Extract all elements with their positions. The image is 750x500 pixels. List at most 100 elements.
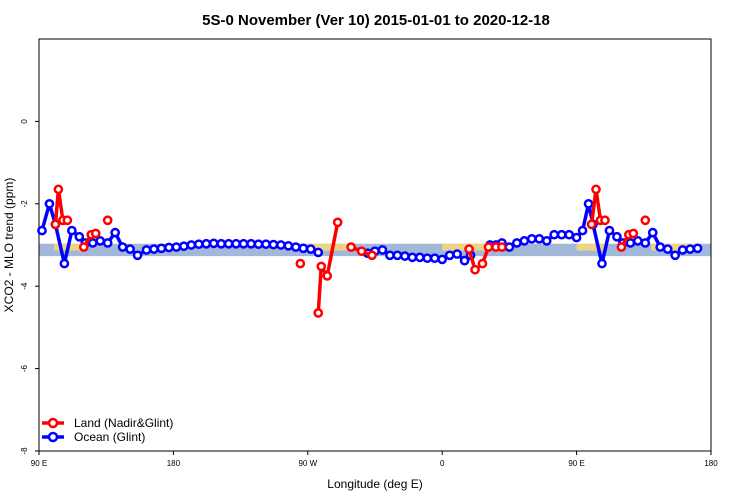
ocean-point: [377, 245, 388, 255]
legend: Land (Nadir&Glint) Ocean (Glint): [42, 416, 173, 444]
land-point: [367, 250, 377, 261]
ocean-point: [597, 258, 607, 269]
y-tick-label: -4: [20, 282, 29, 290]
ocean-point: [223, 238, 234, 249]
y-tick-label: 0: [20, 119, 29, 124]
legend-item-land: Land (Nadir&Glint): [42, 416, 173, 430]
land-point: [346, 242, 356, 252]
land-point: [640, 215, 651, 226]
y-tick-label: -2: [20, 200, 29, 208]
ocean-point: [556, 229, 567, 240]
ocean-point: [117, 242, 128, 252]
x-tick-label: 180: [704, 459, 718, 468]
ocean-point: [276, 240, 286, 250]
ocean-point: [102, 238, 113, 248]
ocean-point: [685, 244, 695, 254]
land-band-segment: [651, 243, 697, 251]
ocean-point: [156, 243, 167, 254]
ocean-point: [583, 198, 594, 209]
ocean-point: [604, 225, 615, 236]
land-point: [497, 242, 507, 252]
ocean-point: [662, 244, 673, 254]
ocean-point: [253, 239, 264, 250]
legend-ocean-marker: [47, 431, 59, 443]
land-band-segment: [576, 243, 607, 251]
ocean-point: [193, 239, 204, 250]
ocean-point: [44, 198, 55, 209]
ocean-point: [541, 236, 552, 246]
ocean-point: [670, 250, 681, 261]
ocean-point: [216, 238, 227, 249]
ocean-point: [422, 253, 433, 264]
legend-land-marker: [47, 417, 59, 429]
ocean-point: [647, 227, 658, 238]
x-tick-label: 90 W: [298, 459, 317, 468]
land-point: [78, 242, 89, 252]
land-point: [477, 258, 488, 269]
ocean-point: [655, 242, 666, 252]
ocean-point: [519, 236, 530, 246]
land-point: [295, 258, 306, 269]
land-series-line: [316, 222, 340, 314]
y-tick-label: -8: [20, 447, 29, 455]
land-point: [600, 215, 610, 226]
ocean-point: [132, 250, 143, 261]
land-point: [483, 242, 494, 252]
land-point: [313, 308, 324, 318]
ocean-point: [407, 252, 418, 263]
x-tick-label: 90 E: [568, 459, 584, 468]
ocean-point: [444, 250, 455, 261]
x-axis-label: Longitude (deg E): [327, 477, 422, 491]
land-point: [464, 244, 474, 254]
land-point: [53, 184, 64, 195]
ocean-point: [452, 249, 462, 259]
ocean-point: [504, 242, 515, 252]
land-point: [470, 264, 480, 275]
ocean-point: [37, 225, 47, 236]
ocean-point: [612, 231, 622, 242]
land-point: [628, 228, 639, 239]
land-point: [316, 261, 327, 272]
ocean-point: [577, 225, 588, 236]
ocean-point: [246, 238, 256, 249]
land-point: [102, 215, 113, 226]
ocean-point: [392, 250, 403, 261]
x-tick-label: 90 E: [31, 459, 47, 468]
ocean-point: [298, 243, 309, 254]
ocean-point: [186, 240, 197, 250]
ocean-point: [512, 238, 522, 248]
ocean-point: [692, 243, 703, 254]
ocean-point: [74, 231, 85, 242]
ocean-point: [201, 238, 212, 249]
x-tick-label: 0: [440, 459, 445, 468]
land-point: [62, 215, 73, 226]
land-point: [50, 219, 61, 230]
ocean-point: [549, 229, 560, 240]
legend-ocean-label: Ocean (Glint): [74, 430, 145, 444]
plot-frame: [38, 38, 712, 452]
chart-title: 5S-0 November (Ver 10) 2015-01-01 to 202…: [202, 12, 550, 29]
land-point: [90, 228, 101, 239]
ocean-point: [625, 238, 636, 248]
land-point: [322, 271, 333, 281]
ocean-point: [640, 238, 651, 248]
ocean-point: [534, 233, 545, 244]
ocean-point: [208, 238, 219, 249]
ocean-point: [238, 238, 249, 249]
ocean-point: [87, 238, 98, 248]
legend-item-ocean: Ocean (Glint): [42, 430, 145, 444]
land-point: [591, 184, 601, 195]
ocean-point: [179, 241, 189, 252]
ocean-point: [231, 238, 241, 249]
plot-area: 90 E 180 90 W 0 90 E 180 0 -2 -4 -6 -8: [20, 38, 718, 468]
ocean-point: [95, 236, 106, 246]
ocean-point: [459, 255, 470, 266]
ocean-point: [291, 242, 301, 252]
ocean-point: [571, 232, 582, 243]
ocean-point: [141, 245, 152, 255]
ocean-point: [632, 236, 643, 246]
land-point: [616, 242, 627, 252]
ocean-point: [59, 258, 70, 269]
ocean-point: [400, 251, 410, 261]
